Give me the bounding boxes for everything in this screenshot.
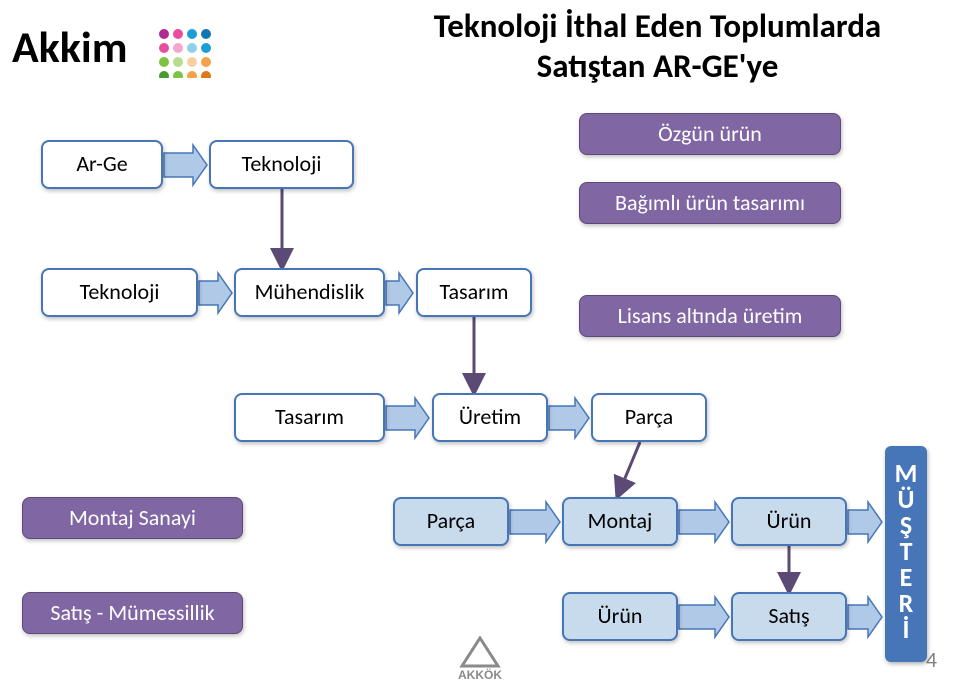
thin-arrow-parca1_down bbox=[618, 442, 640, 495]
box-montaj_sanayi: Montaj Sanayi bbox=[22, 497, 243, 539]
block-arrow-parca2_right bbox=[510, 502, 560, 542]
akkim-logo: Akkim bbox=[12, 22, 222, 83]
akkok-text: AKKÖK bbox=[458, 667, 502, 680]
box-urun_top: Ürün bbox=[731, 497, 847, 546]
akkok-footer: AKKÖK bbox=[440, 636, 520, 685]
block-arrow-tek2_right bbox=[199, 273, 232, 313]
block-arrow-tas2_right bbox=[386, 398, 429, 438]
block-arrow-uretim_right bbox=[549, 398, 589, 438]
box-lisans: Lisans altında üretim bbox=[579, 295, 841, 337]
block-arrow-satis_right bbox=[848, 597, 882, 637]
block-arrow-muh_right bbox=[386, 273, 413, 313]
box-tek2: Teknoloji bbox=[41, 268, 198, 317]
box-tek1: Teknoloji bbox=[209, 140, 354, 189]
block-arrow-urunb_right bbox=[679, 597, 729, 637]
box-ozgun: Özgün ürün bbox=[579, 113, 841, 155]
box-parca2: Parça bbox=[393, 497, 509, 546]
box-bagimli: Bağımlı ürün tasarımı bbox=[579, 182, 841, 224]
box-urun_bot: Ürün bbox=[562, 592, 678, 641]
box-uretim: Üretim bbox=[432, 393, 548, 442]
title-line1: Teknoloji İthal Eden Toplumlarda bbox=[370, 6, 945, 46]
box-montaj: Montaj bbox=[562, 497, 678, 546]
arrows-layer bbox=[0, 0, 959, 685]
box-tasarim1: Tasarım bbox=[416, 268, 532, 317]
title-line2: Satıştan AR-GE'ye bbox=[370, 46, 945, 86]
box-satis_mum: Satış - Mümessillik bbox=[22, 592, 243, 634]
musteri-label: MÜŞTERİ bbox=[885, 460, 927, 642]
box-parca1: Parça bbox=[591, 393, 707, 442]
box-arge: Ar-Ge bbox=[41, 140, 163, 189]
block-arrow-arge_right bbox=[164, 145, 207, 185]
musteri-block: MÜŞTERİ bbox=[885, 446, 927, 662]
box-tasarim2: Tasarım bbox=[234, 393, 385, 442]
block-arrow-urun_right bbox=[848, 502, 882, 542]
page-title: Teknoloji İthal Eden Toplumlarda Satışta… bbox=[370, 6, 945, 86]
block-arrow-montaj_right bbox=[679, 502, 729, 542]
page-number: 4 bbox=[926, 646, 937, 673]
svg-text:Akkim: Akkim bbox=[12, 22, 128, 74]
box-muh: Mühendislik bbox=[234, 268, 385, 317]
box-satis: Satış bbox=[731, 592, 847, 641]
